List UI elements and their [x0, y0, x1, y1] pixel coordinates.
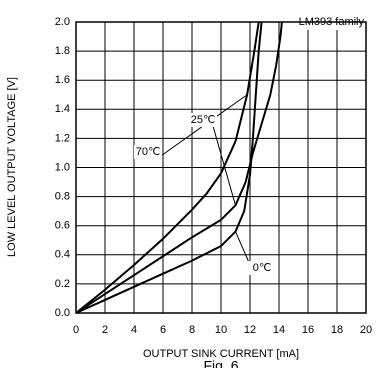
x-tick-label: 4: [131, 324, 137, 336]
series-label: 70℃: [136, 146, 161, 158]
label-bg: [134, 145, 162, 159]
label-bg: [248, 261, 276, 275]
series-label: 25℃: [191, 114, 216, 126]
y-tick-label: 0.0: [55, 307, 70, 319]
y-tick-label: 1.2: [55, 132, 70, 144]
x-tick-label: 2: [102, 324, 108, 336]
x-axis-label: OUTPUT SINK CURRENT [mA]: [143, 348, 299, 360]
y-axis-label: LOW LEVEL OUTPUT VOLTAGE [V]: [6, 77, 18, 257]
caption: Fig. 6: [203, 358, 238, 368]
series-label: 0℃: [253, 262, 271, 274]
x-tick-label: 10: [215, 324, 227, 336]
x-tick-label: 20: [360, 324, 372, 336]
y-tick-label: 0.6: [55, 220, 70, 232]
y-tick-label: 0.8: [55, 191, 70, 203]
x-tick-label: 18: [331, 324, 343, 336]
x-tick-label: 0: [73, 324, 79, 336]
line-series: [75, 21, 260, 314]
y-tick-label: 2.0: [55, 16, 70, 28]
label-bg: [189, 113, 217, 127]
plot-frame: [75, 21, 367, 314]
y-tick-label: 0.2: [55, 278, 70, 290]
y-tick-label: 0.4: [55, 249, 70, 261]
y-tick-label: 1.4: [55, 103, 70, 115]
x-tick-label: 8: [189, 324, 195, 336]
y-tick-label: 1.8: [55, 45, 70, 57]
line-series: [75, 21, 283, 314]
x-tick-label: 12: [244, 324, 256, 336]
y-tick-label: 1.0: [55, 161, 70, 173]
leader-line: [212, 125, 236, 206]
x-tick-label: 6: [160, 324, 166, 336]
y-tick-label: 1.6: [55, 74, 70, 86]
x-tick-label: 14: [273, 324, 285, 336]
x-tick-label: 16: [302, 324, 314, 336]
